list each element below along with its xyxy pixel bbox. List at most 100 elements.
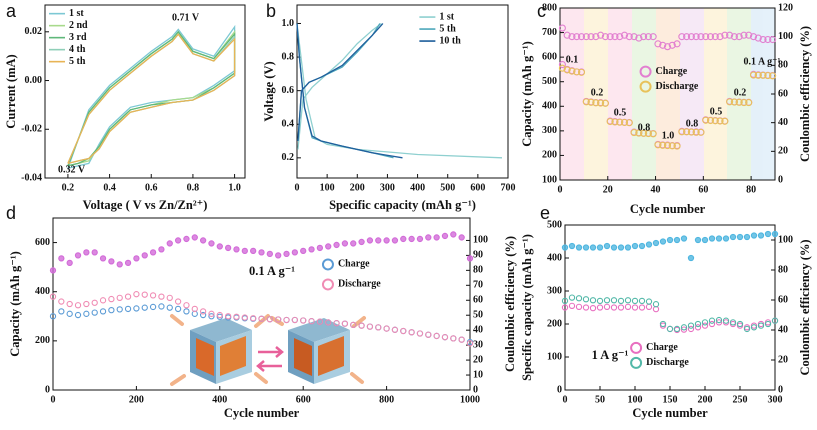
- data-point: [616, 118, 624, 126]
- data-point: [283, 316, 290, 324]
- data-point: [266, 316, 273, 323]
- y2-tick-label: 100: [778, 31, 793, 42]
- data-point: [589, 297, 597, 304]
- data-point: [678, 128, 686, 136]
- data-point: [694, 320, 702, 328]
- data-point: [620, 118, 629, 127]
- x-tick-label: 40: [651, 184, 661, 195]
- data-point: [683, 33, 691, 41]
- data-point: [708, 235, 716, 242]
- x-tick-label: 100: [320, 182, 335, 193]
- data-point: [630, 33, 638, 41]
- x-tick-label: 0.4: [103, 182, 116, 193]
- data-point: [158, 303, 165, 310]
- data-point: [715, 235, 723, 242]
- panel: a 0.2 0.4 0.6 0.8 1.0 -0.04 -0.02 0.00 0.02 Voltag…: [4, 1, 246, 212]
- x-tick-label: 1.0: [228, 182, 241, 193]
- data-point: [654, 40, 662, 48]
- data-point: [375, 324, 382, 331]
- legend-label: 5 th: [69, 56, 86, 67]
- data-point: [666, 236, 674, 244]
- data-point: [350, 240, 357, 247]
- data-point: [325, 243, 332, 250]
- annotation: 0.2: [591, 87, 604, 98]
- data-point: [701, 322, 709, 329]
- x-axis-label: Cycle number: [630, 202, 706, 216]
- data-point: [575, 244, 583, 251]
- data-point: [563, 66, 571, 74]
- y2-tick-label: 40: [778, 324, 788, 335]
- panel: d0 200 400 600 800 10000200400600010203040506…: [6, 203, 517, 420]
- y-axis-label: Specific capacity (mAh g⁻¹): [520, 234, 534, 381]
- data-point: [158, 246, 165, 253]
- data-point: [391, 237, 399, 244]
- data-point: [74, 302, 82, 309]
- data-point: [400, 235, 407, 243]
- y-tick-label: 400: [35, 286, 50, 297]
- data-point: [771, 230, 779, 238]
- data-point: [687, 322, 695, 329]
- y-tick-label: 100: [542, 174, 557, 185]
- data-point: [391, 326, 399, 333]
- data-point: [745, 31, 753, 39]
- y2-tick-label: 20: [778, 354, 788, 365]
- data-point: [141, 304, 148, 311]
- data-point: [722, 317, 730, 324]
- y2-tick-label: 60: [778, 88, 788, 99]
- data-point: [638, 297, 646, 305]
- y2-tick-label: 80: [778, 60, 788, 71]
- data-point: [697, 128, 705, 136]
- data-point: [611, 118, 619, 126]
- data-point: [83, 310, 90, 317]
- series-line: [296, 23, 403, 159]
- data-point: [291, 249, 299, 256]
- data-point: [158, 293, 165, 300]
- data-point: [597, 31, 605, 39]
- data-point: [582, 33, 590, 41]
- data-point: [91, 309, 98, 316]
- data-point: [582, 296, 590, 303]
- x-tick-label: 400: [212, 394, 227, 405]
- data-point: [610, 297, 618, 304]
- data-point: [49, 267, 57, 274]
- data-point: [233, 246, 240, 253]
- data-point: [726, 98, 734, 106]
- data-point: [383, 237, 390, 244]
- annotation: 1 A g⁻¹: [592, 348, 629, 362]
- data-point: [149, 249, 157, 256]
- data-point: [640, 129, 648, 137]
- data-point: [383, 325, 390, 332]
- data-point: [174, 237, 182, 244]
- data-point: [74, 252, 82, 259]
- data-point: [764, 230, 772, 238]
- data-point: [645, 241, 653, 248]
- data-point: [366, 237, 374, 244]
- legend-label: 1 st: [69, 8, 84, 19]
- data-point: [694, 236, 702, 244]
- y-tick-label: 0.8: [282, 51, 295, 62]
- data-point: [166, 240, 173, 247]
- x-tick-label: 400: [410, 182, 425, 193]
- data-point: [563, 31, 571, 39]
- y-tick-label: -0.04: [21, 172, 42, 183]
- y-tick-label: 0.4: [282, 119, 295, 130]
- x-tick-label: 200: [350, 182, 365, 193]
- x-axis-label: Voltage ( V vs Zn/Zn²⁺): [83, 198, 208, 212]
- data-point: [568, 67, 576, 75]
- data-point: [726, 31, 734, 39]
- data-point: [241, 247, 248, 255]
- data-point: [596, 297, 604, 305]
- data-point: [341, 240, 349, 247]
- data-point: [466, 340, 474, 347]
- data-point: [183, 302, 190, 309]
- data-point: [66, 310, 73, 317]
- x-tick-label: 600: [296, 394, 311, 405]
- data-point: [610, 244, 618, 251]
- x-tick-label: 60: [698, 184, 708, 195]
- legend-swatch: [639, 65, 652, 78]
- data-point: [659, 141, 667, 149]
- data-point: [701, 319, 709, 326]
- data-point: [333, 241, 340, 249]
- data-point: [708, 317, 716, 324]
- y-tick-label: 200: [35, 335, 50, 346]
